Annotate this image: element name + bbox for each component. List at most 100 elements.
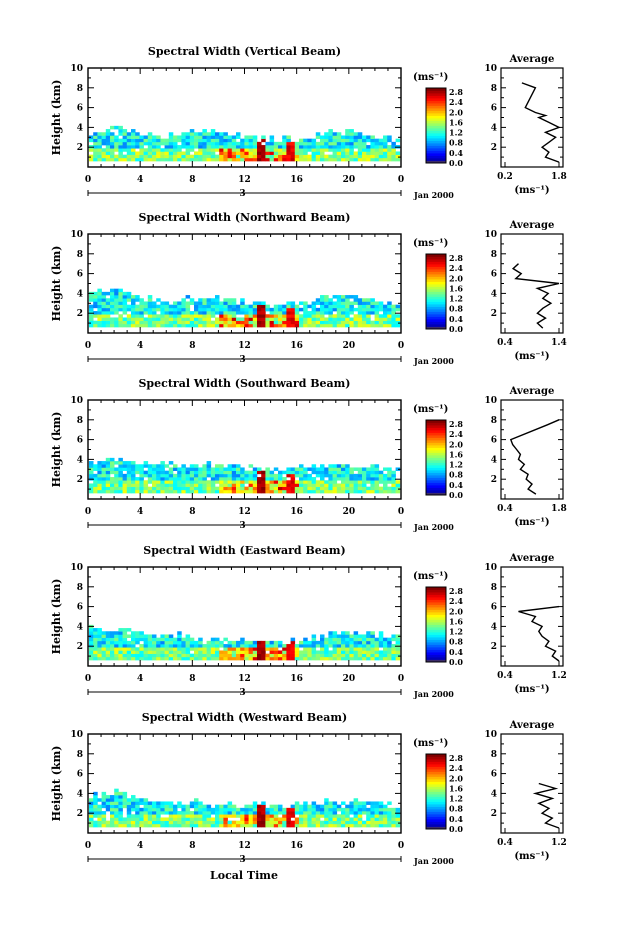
heatmap-cell xyxy=(395,307,401,312)
heatmap-cell xyxy=(185,323,191,328)
heatmap-cell xyxy=(244,656,249,661)
heatmap-cell xyxy=(252,477,258,481)
heatmap-cell xyxy=(122,323,128,328)
heatmap-cell xyxy=(114,467,119,471)
heatmap-cell xyxy=(315,320,321,325)
heatmap-cell xyxy=(387,644,392,648)
heatmap-cell xyxy=(177,473,182,478)
heatmap-cell xyxy=(110,291,115,296)
heatmap-cell xyxy=(189,820,195,825)
heatmap-cell xyxy=(202,311,207,315)
heatmap-cell xyxy=(374,311,380,315)
heatmap-cell xyxy=(345,817,350,821)
heatmap-cell xyxy=(160,311,165,315)
heatmap-cell xyxy=(135,157,140,162)
heatmap-cell xyxy=(236,477,241,481)
heatmap-cell xyxy=(231,307,237,312)
heatmap-cell xyxy=(383,141,388,146)
heatmap-cell xyxy=(143,811,149,815)
heatmap-cell xyxy=(231,304,237,309)
heatmap-cell xyxy=(126,461,132,465)
heatmap-cell xyxy=(227,148,233,152)
heatmap-cell xyxy=(299,154,304,159)
heatmap-cell xyxy=(357,298,363,302)
average-frame xyxy=(500,566,564,667)
heatmap-cell xyxy=(336,650,342,654)
x-tick-label: 0 xyxy=(398,175,404,185)
heatmap-cell xyxy=(336,486,342,491)
heatmap-cell xyxy=(118,480,123,484)
heatmap-cell xyxy=(101,314,107,318)
heatmap-cell xyxy=(315,640,321,645)
colorbar-segment xyxy=(426,437,446,441)
heatmap-cell xyxy=(332,489,338,494)
heatmap-cell xyxy=(181,141,186,146)
heatmap-cell xyxy=(261,640,266,645)
heatmap-cell xyxy=(173,656,178,661)
colorbar-unit-label: (ms⁻¹) xyxy=(413,404,448,415)
heatmap-cell xyxy=(383,653,388,658)
heatmap-cell xyxy=(131,823,136,828)
heatmap-cell xyxy=(332,304,338,309)
heatmap-cell xyxy=(93,647,98,651)
heatmap-cell xyxy=(122,634,128,638)
heatmap-cell xyxy=(345,634,350,638)
heatmap-cell xyxy=(261,483,266,487)
heatmap-cell xyxy=(328,317,333,321)
x-tick-label: 20 xyxy=(343,507,356,517)
heatmap-cell xyxy=(349,801,354,805)
heatmap-cell xyxy=(307,653,312,658)
heatmap-cell xyxy=(185,804,191,809)
heatmap-cell xyxy=(168,489,174,494)
heatmap-cell xyxy=(257,320,262,325)
heatmap-cell xyxy=(219,301,224,305)
heatmap-cell xyxy=(139,473,144,478)
heatmap-cell xyxy=(294,473,300,478)
heatmap-cell xyxy=(290,647,296,651)
heatmap-cell xyxy=(227,814,233,818)
heatmap-cell xyxy=(189,486,195,491)
heatmap-cell xyxy=(311,647,317,651)
heatmap-cell xyxy=(114,804,119,809)
heatmap-cell xyxy=(202,473,207,478)
heatmap-cell xyxy=(248,489,254,494)
heatmap-cell xyxy=(269,817,275,821)
avg-y-tick-label: 10 xyxy=(484,396,497,406)
heatmap-cell xyxy=(215,811,220,815)
heatmap-cell xyxy=(349,295,354,299)
heatmap-cell xyxy=(152,467,157,471)
heatmap-cell xyxy=(210,323,216,328)
heatmap-cell xyxy=(282,470,287,475)
colorbar-segment xyxy=(426,279,446,282)
heatmap-cell xyxy=(248,157,254,162)
heatmap-cell xyxy=(118,470,123,475)
heatmap-cell xyxy=(189,817,195,821)
heatmap-cell xyxy=(215,486,220,491)
heatmap-cell xyxy=(261,801,266,805)
colorbar-segment xyxy=(426,794,446,797)
heatmap-cell xyxy=(160,461,165,465)
heatmap-cell xyxy=(248,653,254,658)
heatmap-cell xyxy=(240,807,245,812)
heatmap-cell xyxy=(257,470,262,475)
heatmap-cell xyxy=(366,653,371,658)
heatmap-cell xyxy=(210,145,216,149)
heatmap-cell xyxy=(374,647,380,651)
heatmap-cell xyxy=(349,823,354,828)
heatmap-cell xyxy=(185,138,191,143)
heatmap-cell xyxy=(223,304,228,309)
heatmap-cell xyxy=(282,811,287,815)
heatmap-cell xyxy=(189,157,195,162)
heatmap-cell xyxy=(261,489,266,494)
heatmap-cell xyxy=(244,317,249,321)
colorbar-tick-label: 2.8 xyxy=(449,586,463,596)
heatmap-cell xyxy=(303,304,308,309)
heatmap-cell xyxy=(105,798,111,802)
heatmap-cell xyxy=(202,477,207,481)
heatmap-cell xyxy=(240,820,245,825)
heatmap-cell xyxy=(252,814,258,818)
heatmap-cell xyxy=(210,817,216,821)
heatmap-cell xyxy=(194,804,199,809)
heatmap-cell xyxy=(286,817,291,821)
heatmap-cell xyxy=(143,807,149,812)
